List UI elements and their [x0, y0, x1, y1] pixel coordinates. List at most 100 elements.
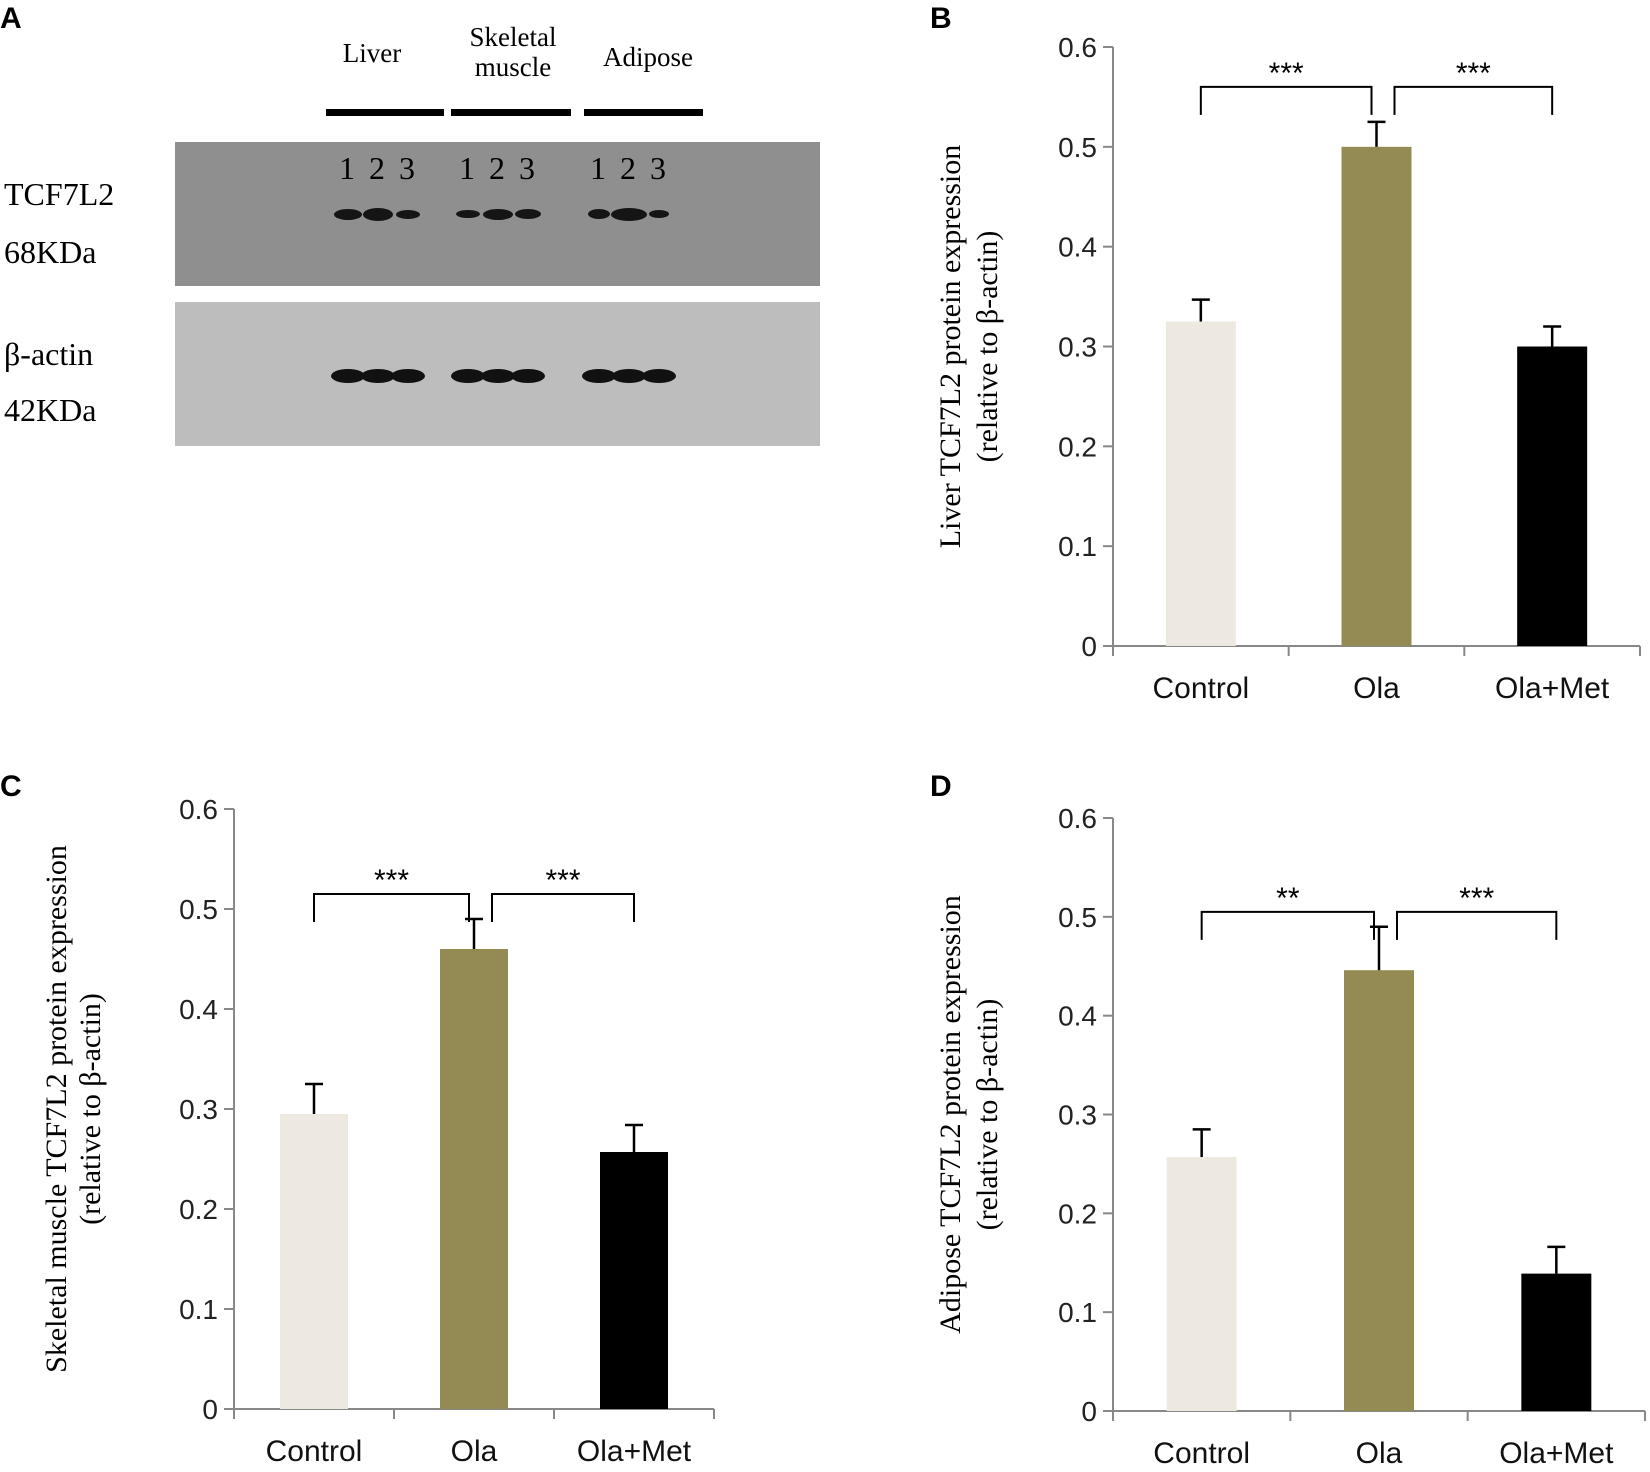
beta-actin-band [511, 369, 545, 383]
y-tick-label: 0.5 [1058, 902, 1097, 933]
beta-actin-size: 42KDa [4, 392, 97, 428]
tcf7l2-band [334, 208, 362, 220]
tcf7l2-band [588, 209, 610, 219]
category-label: Ola+Met [577, 1435, 692, 1468]
y-tick-label: 0.3 [1058, 332, 1097, 363]
y-tick-label: 0.2 [1058, 431, 1097, 462]
tcf7l2-band [456, 210, 480, 218]
tcf7l2-band [611, 207, 647, 221]
y-tick-label: 0.4 [1058, 1001, 1097, 1032]
significance-bracket [1396, 910, 1558, 940]
category-label: Ola [1353, 672, 1400, 705]
bar [1166, 1156, 1237, 1411]
tcf7l2-size: 68KDa [4, 234, 97, 270]
significance-bracket [491, 893, 635, 922]
bar [1165, 321, 1236, 646]
significance-label: *** [374, 864, 409, 897]
y-tick-label: 0.4 [179, 994, 218, 1025]
y-tick-label: 0 [202, 1394, 218, 1425]
y-tick-label: 0.3 [179, 1094, 218, 1125]
y-tick-label: 0.6 [1058, 803, 1097, 834]
significance-bracket [1199, 85, 1373, 115]
tissue-label-skeletal-muscle: Skeletal muscle [469, 22, 557, 82]
beta-actin-name: β-actin [4, 336, 94, 372]
beta-actin-band [612, 369, 646, 383]
tcf7l2-band [483, 208, 513, 220]
y-tick-label: 0.6 [179, 794, 218, 825]
y-tick-label: 0.1 [1058, 531, 1097, 562]
lane-number: 1 [590, 150, 606, 186]
y-tick-label: 0.1 [179, 1294, 218, 1325]
chart-skeletal-muscle: 0 0.1 0.2 0.3 0.4 0.5 0.6 Control Ola Ola+Met *** *… [40, 794, 715, 1468]
significance-label: ** [1276, 882, 1300, 915]
category-label: Control [266, 1435, 363, 1468]
bar [1344, 970, 1414, 1411]
lane-number: 2 [489, 150, 505, 186]
panel-label-c: C [0, 770, 22, 803]
lane-number: 1 [459, 150, 475, 186]
y-tick-label: 0.6 [1058, 32, 1097, 63]
bar [280, 1114, 348, 1409]
bar [440, 949, 508, 1409]
lane-number: 2 [620, 150, 636, 186]
skeletal-muscle-lane-bar [451, 109, 571, 116]
tcf7l2-band [363, 207, 393, 221]
category-label: Control [1152, 672, 1249, 705]
category-label: Ola [451, 1435, 498, 1468]
y-tick-label: 0.2 [179, 1194, 218, 1225]
bar [1521, 1273, 1592, 1411]
significance-label: *** [1459, 882, 1494, 915]
beta-actin-band [481, 369, 515, 383]
beta-actin-band [361, 369, 395, 383]
significance-label: *** [545, 864, 580, 897]
panel-label-b: B [930, 2, 952, 35]
y-tick-label: 0.1 [1058, 1297, 1097, 1328]
y-axis-label: Skeletal muscle TCF7L2 protein expressio… [40, 845, 73, 1373]
y-axis-label-units: (relative to β-actin) [74, 993, 107, 1225]
tissue-label-liver: Liver [342, 38, 402, 68]
significance-bracket [1200, 910, 1375, 940]
bar [1517, 346, 1588, 646]
lane-number: 1 [339, 150, 355, 186]
y-tick-label: 0 [1081, 1396, 1097, 1427]
lane-number: 2 [369, 150, 385, 186]
beta-actin-band [451, 369, 485, 383]
tcf7l2-name: TCF7L2 [4, 176, 115, 212]
y-tick-label: 0.5 [179, 894, 218, 925]
lane-number: 3 [519, 150, 535, 186]
significance-bracket [1393, 85, 1554, 115]
liver-lane-bar [326, 109, 444, 116]
beta-actin-band [582, 369, 616, 383]
category-label: Ola [1356, 1437, 1403, 1470]
lane-number: 3 [650, 150, 666, 186]
y-axis-label: Adipose TCF7L2 protein expression [934, 895, 967, 1334]
chart-liver: 0 0.1 0.2 0.3 0.4 0.5 0.6 Control Ola Ola+Met *** *… [934, 32, 1641, 705]
category-label: Control [1153, 1437, 1250, 1470]
adipose-lane-bar [584, 109, 703, 116]
significance-label: *** [1456, 57, 1491, 90]
y-axis-label: Liver TCF7L2 protein expression [934, 145, 967, 549]
tcf7l2-band [396, 209, 420, 219]
category-label: Ola+Met [1499, 1437, 1614, 1470]
y-tick-label: 0.3 [1058, 1100, 1097, 1131]
bar [600, 1152, 668, 1409]
significance-label: *** [1269, 57, 1304, 90]
y-tick-label: 0 [1081, 631, 1097, 662]
significance-bracket [313, 893, 470, 922]
category-label: Ola+Met [1495, 672, 1610, 705]
lane-number: 3 [399, 150, 415, 186]
y-tick-label: 0.5 [1058, 132, 1097, 163]
tcf7l2-band [649, 210, 669, 218]
panel-label-d: D [930, 770, 952, 803]
y-axis-label-units: (relative to β-actin) [971, 231, 1004, 463]
beta-actin-band [642, 369, 676, 383]
tissue-label-adipose: Adipose [603, 42, 693, 72]
y-tick-label: 0.2 [1058, 1198, 1097, 1229]
y-axis-label-units: (relative to β-actin) [971, 999, 1004, 1231]
bar [1341, 146, 1412, 646]
beta-actin-band [331, 369, 365, 383]
tcf7l2-band [515, 209, 541, 219]
panel-label-a: A [0, 2, 22, 35]
y-tick-label: 0.4 [1058, 232, 1097, 263]
